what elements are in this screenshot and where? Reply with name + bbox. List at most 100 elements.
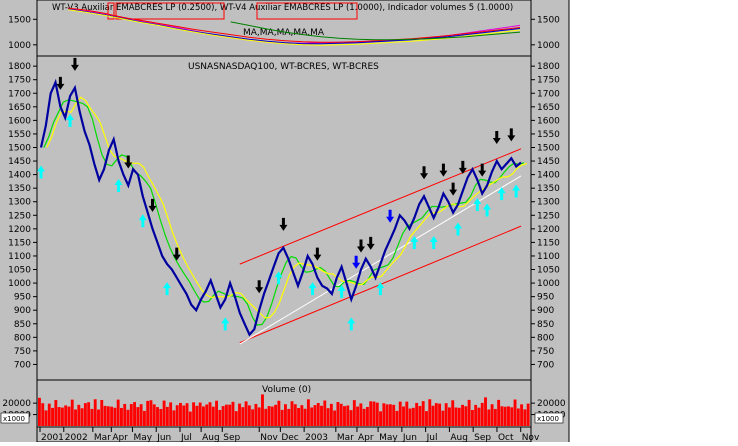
volume-bar: [507, 406, 510, 426]
main-tick-label-right: 1550: [537, 130, 560, 140]
volume-bar: [329, 403, 333, 426]
volume-bar: [142, 410, 146, 426]
volume-bar: [159, 408, 163, 426]
volume-bar: [198, 402, 202, 426]
volume-bar: [83, 403, 87, 426]
x-tick-label: Jul: [180, 433, 192, 442]
sell-arrow-black: [439, 163, 448, 177]
volume-bar: [516, 408, 520, 426]
buy-arrow-cyan: [138, 214, 147, 228]
volume-bar: [185, 403, 189, 426]
volume-bar: [438, 403, 442, 426]
main-tick-label-left: 850: [14, 320, 31, 330]
main-tick-label-right: 1700: [537, 89, 560, 99]
signal-arrows: [37, 57, 521, 331]
volume-bar: [41, 403, 45, 426]
volume-bar: [297, 408, 300, 426]
volume-bar: [362, 408, 366, 426]
volume-bar: [149, 400, 153, 426]
volume-bar: [162, 400, 166, 426]
volume-multiplier-left: x1000: [3, 415, 25, 423]
volume-bar: [74, 409, 77, 426]
buy-arrow-cyan: [429, 236, 438, 249]
price-series: [39, 78, 522, 337]
main-tick-label-right: 1750: [537, 76, 560, 86]
volume-bar: [480, 402, 484, 426]
volume-bar: [287, 408, 291, 426]
x-tick-label: Jun: [156, 433, 171, 442]
volume-bar: [116, 399, 120, 426]
volume-bar: [470, 410, 474, 426]
volume-bar: [346, 405, 350, 426]
price-line: [39, 78, 522, 337]
buy-arrow-cyan: [497, 187, 506, 201]
main-tick-label-left: 1600: [8, 116, 31, 126]
volume-bar: [326, 408, 330, 426]
main-tick-label-right: 1400: [537, 171, 560, 181]
volume-bar: [126, 409, 130, 426]
volume-bar: [411, 407, 415, 426]
volume-bar: [333, 410, 337, 426]
volume-bar: [64, 405, 68, 426]
volume-bar: [97, 409, 100, 426]
volume-bar: [90, 408, 94, 426]
volume-bar: [520, 404, 524, 426]
buy-arrow-cyan: [473, 198, 482, 212]
volume-bars: [38, 394, 530, 426]
main-tick-label-right: 800: [537, 333, 554, 343]
volume-bar: [106, 406, 110, 426]
top-ma-line-3: [67, 9, 521, 46]
volume-bar: [464, 406, 468, 426]
buy-arrow-cyan: [337, 284, 346, 298]
main-tick-label-right: 1200: [537, 225, 560, 235]
volume-bar: [270, 406, 274, 426]
sell-arrow-black: [56, 76, 65, 90]
main-y-axis: 1800 1800 1750 1750 1700 1700 1650 1650 1600 1600…: [8, 62, 560, 370]
sell-arrow-black: [70, 57, 79, 71]
volume-bar: [359, 403, 363, 426]
volume-bar: [169, 402, 173, 426]
header-box-2: [115, 2, 225, 20]
volume-bar: [247, 405, 251, 426]
volume-bar: [431, 405, 435, 426]
volume-bar: [38, 397, 41, 426]
volume-bar: [421, 401, 425, 426]
main-tick-label-right: 1350: [537, 184, 560, 194]
volume-bar: [356, 406, 360, 426]
volume-bar: [156, 407, 159, 426]
volume-bar: [277, 400, 281, 426]
volume-bar: [339, 403, 343, 426]
header-box-3: [256, 2, 358, 20]
volume-bar: [254, 403, 258, 426]
volume-bar: [503, 406, 507, 426]
volume-multiplier-box-right: [534, 412, 564, 424]
volume-bar: [182, 405, 186, 426]
volume-bar: [375, 402, 379, 426]
x-tick-label: Aug: [202, 433, 220, 442]
x-tick-label: Nov: [260, 433, 278, 442]
volume-bar: [366, 406, 369, 426]
main-tick-label-right: 1800: [537, 62, 560, 72]
volume-bar: [103, 405, 107, 426]
buy-arrow-cyan: [453, 222, 462, 236]
main-tick-label-left: 1700: [8, 89, 31, 99]
main-tick-label-right: 1600: [537, 116, 560, 126]
main-tick-label-left: 1150: [8, 238, 31, 248]
volume-bar: [395, 410, 399, 426]
volume-bar: [428, 399, 432, 426]
main-tick-label-left: 1550: [8, 130, 31, 140]
x-tick-label: Aug: [450, 433, 468, 442]
volume-bar: [44, 410, 48, 426]
volume-bar: [280, 409, 284, 426]
volume-bar: [165, 406, 169, 426]
sell-arrow-blue: [352, 255, 361, 269]
volume-bar: [218, 409, 222, 426]
main-tick-label-left: 1250: [8, 211, 31, 221]
volume-bar: [244, 401, 248, 426]
x-tick-label: Dec: [281, 433, 298, 442]
volume-bar: [205, 404, 209, 426]
main-tick-label-left: 1650: [8, 103, 31, 113]
sell-arrow-black: [507, 128, 516, 142]
volume-bar: [306, 399, 310, 426]
volume-bar: [388, 404, 392, 426]
